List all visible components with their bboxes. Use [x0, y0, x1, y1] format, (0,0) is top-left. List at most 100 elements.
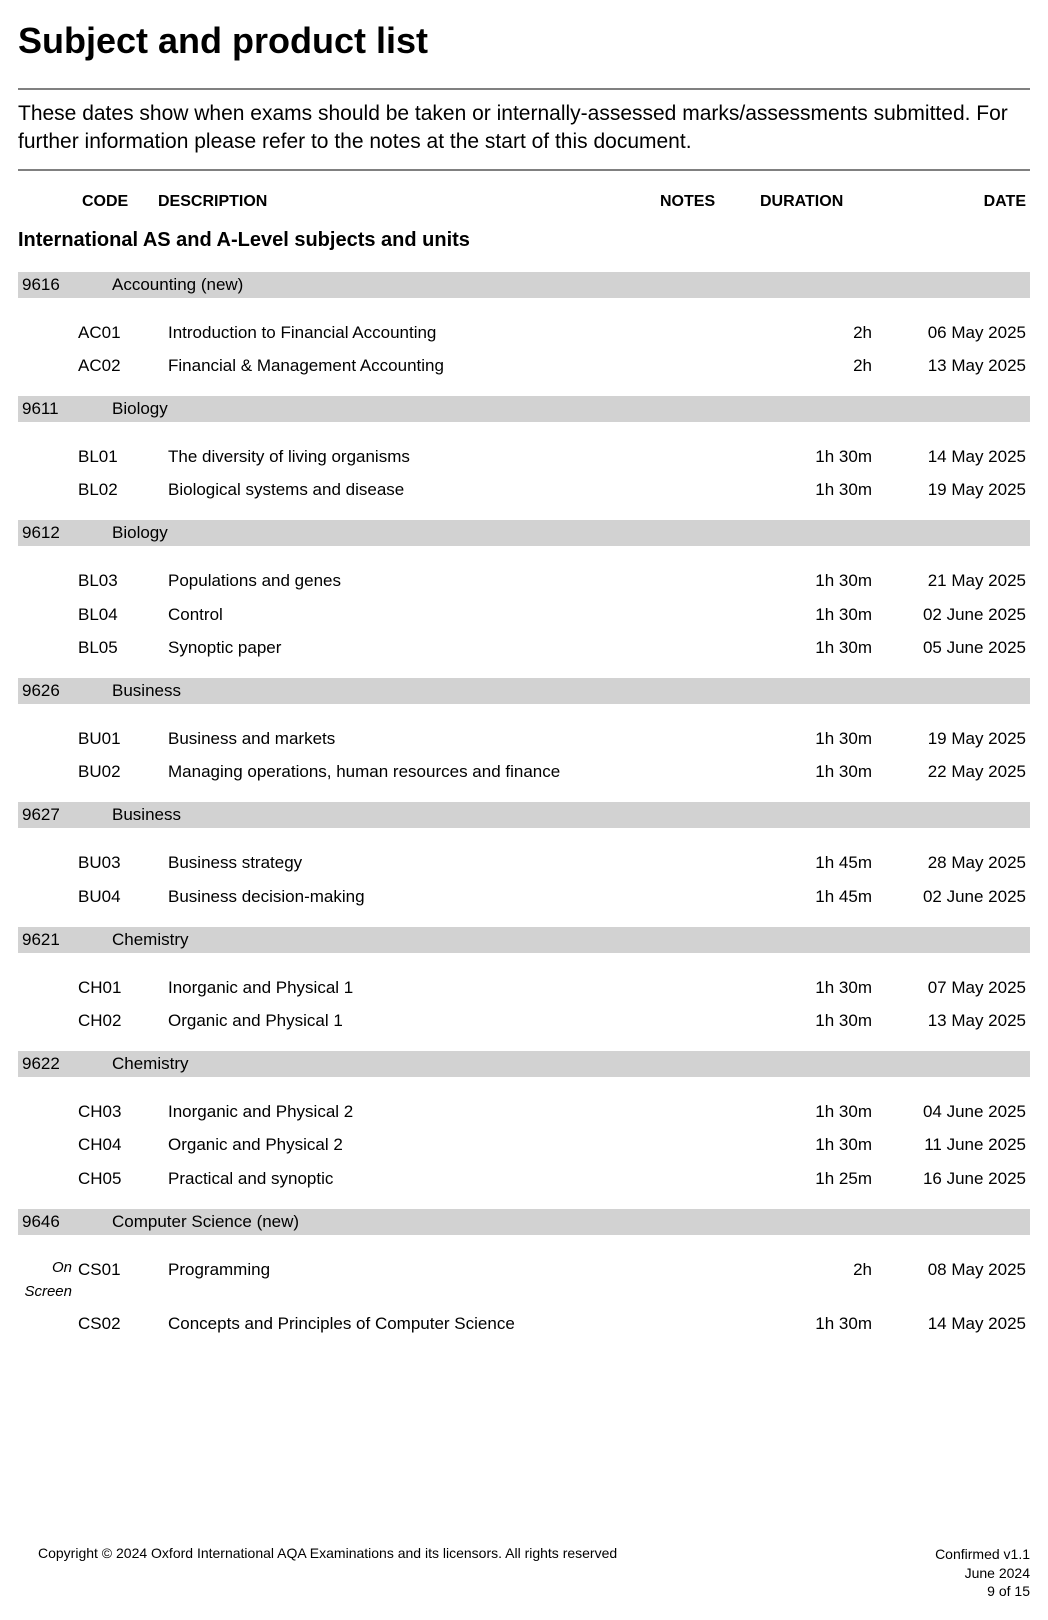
unit-description: Business strategy	[168, 849, 680, 876]
unit-date: 07 May 2025	[890, 974, 1030, 1001]
unit-description: The diversity of living organisms	[168, 443, 680, 470]
unit-duration: 2h	[780, 352, 890, 379]
unit-date: 19 May 2025	[890, 725, 1030, 752]
unit-row: AC02Financial & Management Accounting2h1…	[18, 349, 1030, 382]
page-title: Subject and product list	[18, 20, 1030, 62]
unit-date: 02 June 2025	[890, 601, 1030, 628]
unit-row: On ScreenCS01Programming2h08 May 2025	[18, 1253, 1030, 1307]
unit-notes	[680, 634, 780, 661]
unit-description: Organic and Physical 1	[168, 1007, 680, 1034]
unit-row: BU03Business strategy1h 45m28 May 2025	[18, 846, 1030, 879]
subject-header: 9646Computer Science (new)	[18, 1209, 1030, 1235]
unit-date: 11 June 2025	[890, 1131, 1030, 1158]
unit-notes	[680, 1310, 780, 1337]
unit-prefix-note	[18, 567, 78, 594]
subject-block: 9612BiologyBL03Populations and genes1h 3…	[18, 520, 1030, 664]
unit-duration: 1h 45m	[780, 883, 890, 910]
unit-duration: 1h 30m	[780, 634, 890, 661]
units-list: CH01Inorganic and Physical 11h 30m07 May…	[18, 971, 1030, 1037]
unit-date: 19 May 2025	[890, 476, 1030, 503]
units-list: BL01The diversity of living organisms1h …	[18, 440, 1030, 506]
unit-prefix-note	[18, 601, 78, 628]
unit-code: CH02	[78, 1007, 168, 1034]
unit-description: Business and markets	[168, 725, 680, 752]
unit-description: Financial & Management Accounting	[168, 352, 680, 379]
unit-description: Managing operations, human resources and…	[168, 758, 680, 785]
unit-duration: 1h 30m	[780, 601, 890, 628]
subject-block: 9621ChemistryCH01Inorganic and Physical …	[18, 927, 1030, 1037]
unit-prefix-note	[18, 1131, 78, 1158]
unit-prefix-note	[18, 758, 78, 785]
subject-code: 9646	[22, 1212, 112, 1232]
unit-code: AC02	[78, 352, 168, 379]
unit-row: CH04Organic and Physical 21h 30m11 June …	[18, 1128, 1030, 1161]
footer-version: Confirmed v1.1	[935, 1545, 1030, 1563]
unit-code: BL04	[78, 601, 168, 628]
unit-row: CH02Organic and Physical 11h 30m13 May 2…	[18, 1004, 1030, 1037]
subject-code: 9616	[22, 275, 112, 295]
unit-date: 28 May 2025	[890, 849, 1030, 876]
unit-prefix-note	[18, 352, 78, 379]
subject-header: 9611Biology	[18, 396, 1030, 422]
units-list: CH03Inorganic and Physical 21h 30m04 Jun…	[18, 1095, 1030, 1195]
unit-duration: 1h 30m	[780, 443, 890, 470]
subject-block: 9646Computer Science (new) On ScreenCS01P…	[18, 1209, 1030, 1340]
footer-copyright: Copyright © 2024 Oxford International AQ…	[18, 1545, 617, 1600]
unit-description: Organic and Physical 2	[168, 1131, 680, 1158]
intro-text: These dates show when exams should be ta…	[18, 100, 1030, 157]
table-header-row: CODE DESCRIPTION NOTES DURATION DATE	[18, 189, 1030, 229]
header-description: DESCRIPTION	[158, 193, 660, 211]
unit-duration: 2h	[780, 1256, 890, 1304]
unit-description: Synoptic paper	[168, 634, 680, 661]
unit-row: AC01Introduction to Financial Accounting…	[18, 316, 1030, 349]
unit-notes	[680, 1007, 780, 1034]
header-duration: DURATION	[760, 193, 890, 211]
unit-date: 04 June 2025	[890, 1098, 1030, 1125]
unit-prefix-note: On Screen	[18, 1256, 78, 1304]
units-list: BU01Business and markets1h 30m19 May 202…	[18, 722, 1030, 788]
divider-top	[18, 88, 1030, 90]
unit-duration: 1h 30m	[780, 974, 890, 1001]
unit-code: BU02	[78, 758, 168, 785]
subject-code: 9622	[22, 1054, 112, 1074]
unit-date: 02 June 2025	[890, 883, 1030, 910]
unit-duration: 1h 30m	[780, 1310, 890, 1337]
unit-date: 06 May 2025	[890, 319, 1030, 346]
unit-notes	[680, 1165, 780, 1192]
unit-code: CH04	[78, 1131, 168, 1158]
unit-prefix-note	[18, 443, 78, 470]
unit-row: CS02Concepts and Principles of Computer …	[18, 1307, 1030, 1340]
subject-block: 9611Biology BL01The diversity of living o…	[18, 396, 1030, 506]
subject-block: 9616Accounting (new) AC01Introduction to …	[18, 272, 1030, 382]
unit-prefix-note	[18, 725, 78, 752]
unit-notes	[680, 443, 780, 470]
units-list: AC01Introduction to Financial Accounting…	[18, 316, 1030, 382]
unit-code: CS01	[78, 1256, 168, 1304]
unit-prefix-note	[18, 476, 78, 503]
unit-notes	[680, 1098, 780, 1125]
unit-code: BL02	[78, 476, 168, 503]
unit-date: 22 May 2025	[890, 758, 1030, 785]
unit-description: Inorganic and Physical 2	[168, 1098, 680, 1125]
subject-name: Chemistry	[112, 1054, 1030, 1074]
divider-bottom	[18, 169, 1030, 171]
unit-duration: 1h 30m	[780, 1007, 890, 1034]
unit-code: CH03	[78, 1098, 168, 1125]
header-code: CODE	[78, 193, 158, 211]
units-list: On ScreenCS01Programming2h08 May 2025CS0…	[18, 1253, 1030, 1340]
subject-header: 9627Business	[18, 802, 1030, 828]
unit-description: Control	[168, 601, 680, 628]
unit-prefix-note	[18, 1165, 78, 1192]
unit-date: 08 May 2025	[890, 1256, 1030, 1304]
footer-date: June 2024	[935, 1564, 1030, 1582]
units-list: BU03Business strategy1h 45m28 May 2025 BU…	[18, 846, 1030, 912]
unit-date: 21 May 2025	[890, 567, 1030, 594]
unit-prefix-note	[18, 849, 78, 876]
unit-code: BU04	[78, 883, 168, 910]
unit-description: Concepts and Principles of Computer Scie…	[168, 1310, 680, 1337]
unit-duration: 2h	[780, 319, 890, 346]
unit-description: Practical and synoptic	[168, 1165, 680, 1192]
subject-header: 9622Chemistry	[18, 1051, 1030, 1077]
subject-name: Accounting (new)	[112, 275, 1030, 295]
unit-description: Populations and genes	[168, 567, 680, 594]
